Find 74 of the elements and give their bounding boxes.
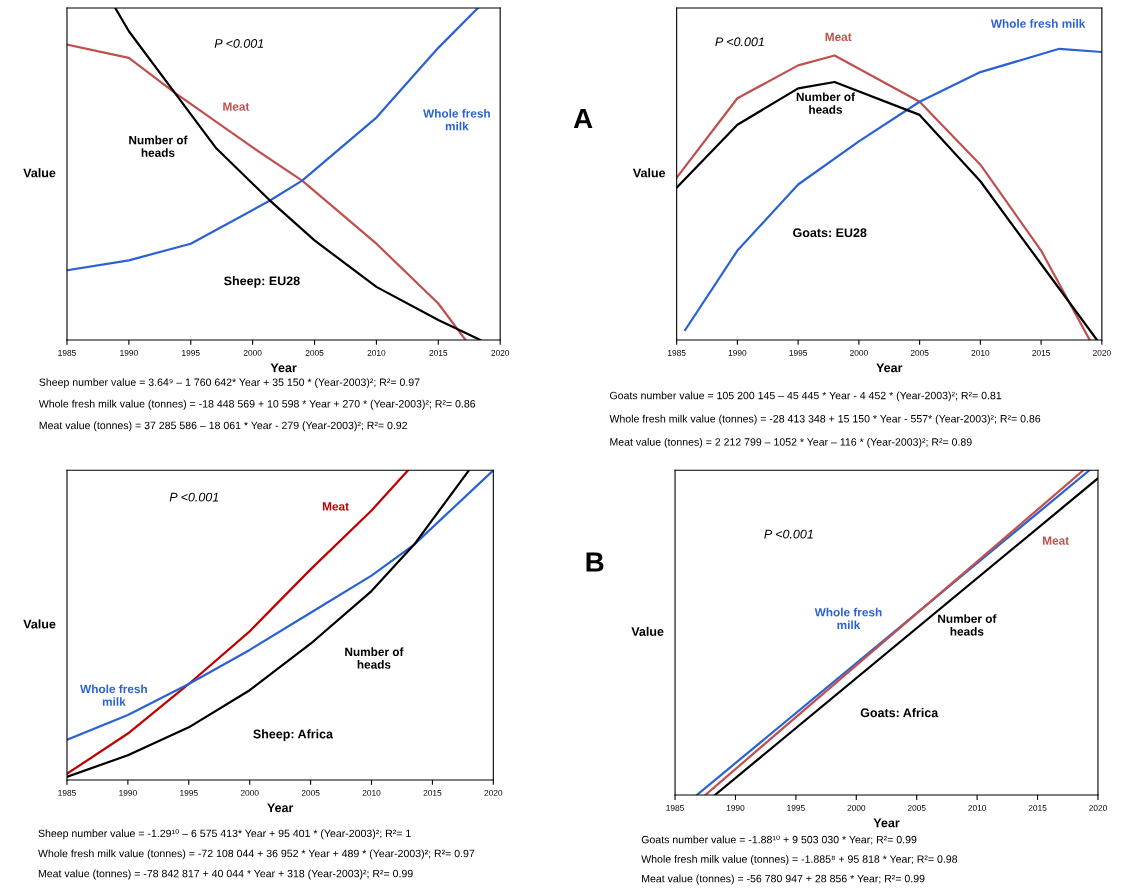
x-tick-label: 1985 <box>668 349 686 356</box>
x-tick-label: 2010 <box>971 349 990 356</box>
x-tick-label: 2000 <box>847 804 866 811</box>
x-tick-label: 2010 <box>362 789 381 796</box>
text: Whole fresh milk value (tonnes) = -28 413 348 + 15 150 * Year - 557* (Year-2003)²; R²= 0.86 <box>609 414 1041 425</box>
y-axis-title: Value <box>632 168 666 178</box>
x-tick-label: 1985 <box>58 349 76 356</box>
x-tick-label: 2020 <box>1089 804 1107 811</box>
x-tick-label: 1990 <box>728 349 747 356</box>
x-tick-label: 1990 <box>120 349 138 356</box>
annotation: Sheep: EU28 <box>224 276 300 288</box>
x-tick-label: 2015 <box>429 349 448 356</box>
text: Sheep number value = -1.29¹⁰ – 6 575 413* Year + 95 401 * (Year-2003)²; R²= 1 <box>38 829 411 840</box>
x-tick-label: 2000 <box>240 789 259 796</box>
text: Whole fresh milk value (tonnes) = -1.885⁸ + 95 818 * Year; R²= 0.98 <box>641 855 958 865</box>
series-label: Whole fresh milk <box>80 684 147 706</box>
text: A <box>573 108 593 129</box>
text: Meat <box>1043 536 1069 545</box>
x-tick-label: 2005 <box>301 789 320 796</box>
x-tick-label: 1990 <box>119 789 137 796</box>
text: Meat value (tonnes) = -56 780 947 + 28 856 * Year; R²= 0.99 <box>642 874 925 885</box>
series-label: Meat <box>322 502 349 511</box>
x-tick-label: 2000 <box>243 349 262 356</box>
text: P <0.001 <box>715 37 764 47</box>
text: Whole fresh milk <box>423 109 490 131</box>
x-tick-label: 1995 <box>180 789 198 796</box>
x-axis-title: Year <box>873 818 900 828</box>
x-tick-label: 2000 <box>850 349 868 356</box>
series-label: Number of heads <box>129 135 188 157</box>
annotation: Sheep: Africa <box>253 729 334 741</box>
x-tick-label: 2015 <box>1032 349 1051 356</box>
text: Meat value (tonnes) = -78 842 817 + 40 044 * Year + 318 (Year-2003)²; R²= 0.99 <box>38 869 413 880</box>
series-label: Meat <box>223 102 250 111</box>
series-label: Number of heads <box>938 614 997 636</box>
x-tick-label: 1995 <box>182 349 200 356</box>
text: B <box>586 552 604 572</box>
series-label: Whole fresh milk <box>814 607 882 630</box>
x-axis-title: Year <box>267 803 294 813</box>
text: Meat value (tonnes) = 2 212 799 – 1052 * Year – 116 * (Year-2003)²; R²= 0.89 <box>610 437 972 448</box>
x-tick-label: 1985 <box>58 789 76 796</box>
annotation: P <0.001 <box>214 39 264 48</box>
x-tick-label: 1995 <box>789 349 808 356</box>
x-tick-label: 2010 <box>367 349 386 356</box>
x-axis-title: Year <box>270 363 297 373</box>
x-tick-label: 2020 <box>491 349 510 356</box>
x-tick-label: 2020 <box>1093 349 1111 356</box>
text: Number of heads <box>345 647 404 669</box>
x-tick-label: 1990 <box>726 804 745 811</box>
series-label: Number of heads <box>796 92 856 114</box>
y-axis-title: Value <box>23 619 56 629</box>
x-tick-label: 2020 <box>484 789 503 796</box>
y-axis-title: Value <box>631 626 664 636</box>
text: Goats number value = 105 200 145 – 45 445 * Year - 4 452 * (Year-2003)²; R²= 0.81 <box>610 391 1002 402</box>
y-axis-title: Value <box>23 168 56 178</box>
x-tick-label: 2015 <box>1028 804 1047 811</box>
text: Sheep number value = 3.64⁹ – 1 760 642* Year + 35 150 * (Year-2003)²; R²= 0.97 <box>39 378 420 389</box>
x-axis-title: Year <box>876 363 903 373</box>
text: Goats number value = -1.88¹⁰ + 9 503 030 * Year; R²= 0.99 <box>641 835 917 845</box>
series-label: Meat <box>825 32 852 42</box>
text: Whole fresh milk value (tonnes) = -72 108 044 + 36 952 * Year + 489 * (Year-2003)²; R²= 0.97 <box>38 849 475 860</box>
text: Meat value (tonnes) = 37 285 586 – 18 061 * Year - 279 (Year-2003)²; R²= 0.92 <box>39 421 408 432</box>
annotation: Goats: EU28 <box>793 228 867 238</box>
annotation: P <0.001 <box>764 529 813 539</box>
x-tick-label: 1995 <box>787 804 805 811</box>
series-label: Whole fresh milk <box>990 19 1086 28</box>
x-tick-label: 2005 <box>305 349 324 356</box>
x-tick-label: 2005 <box>907 804 926 811</box>
x-tick-label: 2010 <box>968 804 987 811</box>
annotation: Goats: Africa <box>860 708 939 718</box>
annotation: P <0.001 <box>169 492 219 502</box>
x-tick-label: 1985 <box>666 804 684 811</box>
text: Whole fresh milk value (tonnes) = -18 448 569 + 10 598 * Year + 270 * (Year-2003)²; R²= 0.86 <box>38 399 476 410</box>
x-tick-label: 2015 <box>423 789 442 796</box>
x-tick-label: 2005 <box>910 349 929 356</box>
